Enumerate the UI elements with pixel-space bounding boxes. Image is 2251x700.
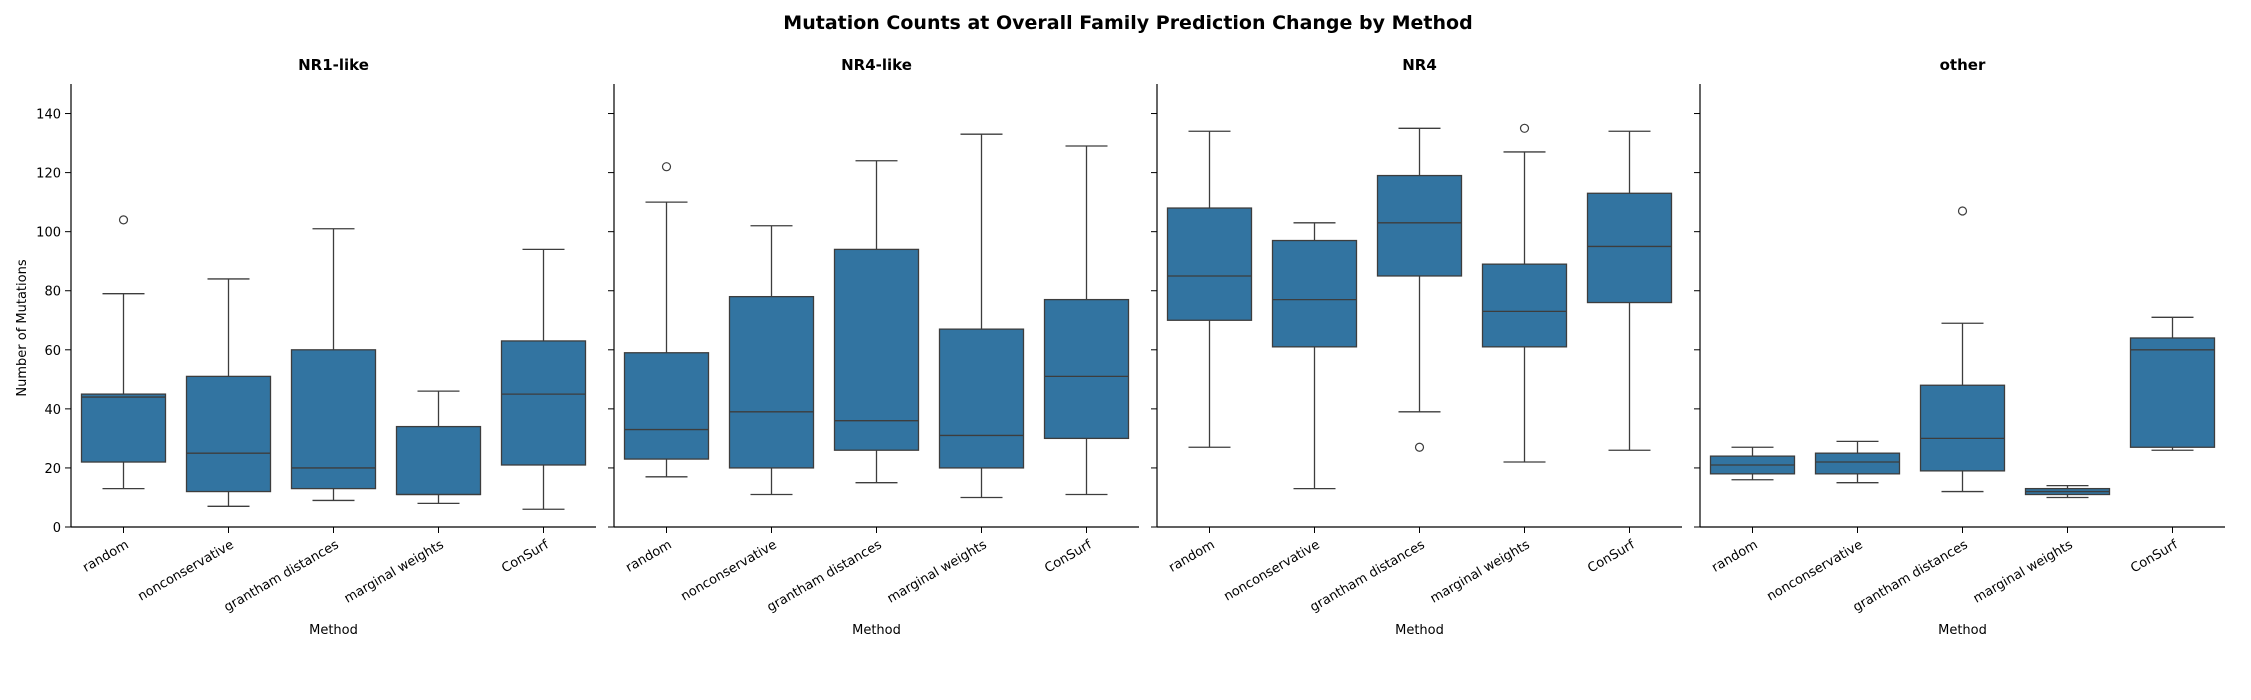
x-tick-label: nonconservative [1222,537,1323,604]
box-grantham-distances [1376,127,1463,452]
box-iqr [500,340,587,466]
y-tick-label: 100 [36,226,61,241]
box-grantham-distances [833,160,920,484]
box-consurf [1586,130,1673,451]
x-tick-label: nonconservative [1765,537,1866,604]
outlier-point [1519,123,1530,133]
y-tick-label: 140 [36,108,61,123]
box-grantham-distances [290,228,377,502]
y-tick-label: 120 [36,167,61,182]
y-tick-label: 80 [44,285,61,300]
box-marginal-weights [2024,485,2111,499]
x-tick-label: marginal weights [1971,537,2076,606]
outlier-point [1957,206,1968,216]
y-tick-label: 0 [53,521,61,536]
box-iqr [1166,207,1253,321]
box-iqr [1481,263,1568,348]
y-axis-label: Number of Mutations [15,259,30,396]
y-tick-label: 20 [44,462,61,477]
outlier-point [118,215,129,225]
panel-0: NR1-like 0 20 40 60 80 100 120 140 random nonconse… [36,56,596,638]
box-consurf [1043,145,1130,496]
box-nonconservative [1814,440,1901,484]
box-nonconservative [728,225,815,496]
figure-title: Mutation Counts at Overall Family Predic… [783,12,1472,34]
box-marginal-weights [1481,123,1568,463]
x-tick-label: marginal weights [1428,537,1533,606]
x-tick-label: random [1709,537,1760,575]
box-nonconservative [185,278,272,507]
x-tick-label: ConSurf [1585,537,1638,576]
box-iqr [290,349,377,490]
x-tick-label: marginal weights [342,537,447,606]
box-iqr [1814,452,1901,475]
box-random [623,162,710,478]
box-iqr [1376,174,1463,277]
box-iqr [185,375,272,493]
outlier-point [1414,442,1425,452]
box-grantham-distances [1919,206,2006,493]
panel-title: other [1940,56,1986,74]
x-axis-label: Method [1938,623,1987,638]
box-nonconservative [1271,222,1358,490]
box-marginal-weights [938,133,1025,499]
x-axis-label: Method [852,623,901,638]
box-consurf [2129,316,2216,451]
x-tick-label: marginal weights [885,537,990,606]
x-tick-label: nonconservative [136,537,237,604]
box-iqr [80,393,167,463]
x-tick-label: nonconservative [679,537,780,604]
box-iqr [1271,239,1358,348]
box-iqr [728,295,815,469]
box-iqr [1043,298,1130,440]
x-tick-label: random [1166,537,1217,575]
box-iqr [395,425,482,496]
x-tick-label: grantham distances [222,537,342,615]
y-tick-label: 60 [44,344,61,359]
x-tick-label: grantham distances [765,537,885,615]
box-random [80,215,167,490]
box-iqr [833,248,920,451]
box-consurf [500,248,587,510]
box-iqr [2129,337,2216,448]
x-tick-label: ConSurf [499,537,552,576]
outlier-point [661,162,672,172]
panel-title: NR4 [1402,56,1437,74]
x-tick-label: ConSurf [1042,537,1095,576]
box-iqr [938,328,1025,469]
panel-title: NR4-like [841,56,912,74]
box-iqr [1919,384,2006,472]
x-tick-label: random [623,537,674,575]
x-tick-label: grantham distances [1851,537,1971,615]
x-axis-label: Method [1395,623,1444,638]
box-iqr [1586,192,1673,304]
box-random [1709,446,1796,481]
x-tick-label: ConSurf [2128,537,2181,576]
x-axis-label: Method [309,623,358,638]
y-tick-label: 40 [44,403,61,418]
box-random [1166,130,1253,448]
box-marginal-weights [395,390,482,505]
panel-title: NR1-like [298,56,369,74]
x-tick-label: random [80,537,131,575]
box-iqr [623,352,710,460]
x-tick-label: grantham distances [1308,537,1428,615]
